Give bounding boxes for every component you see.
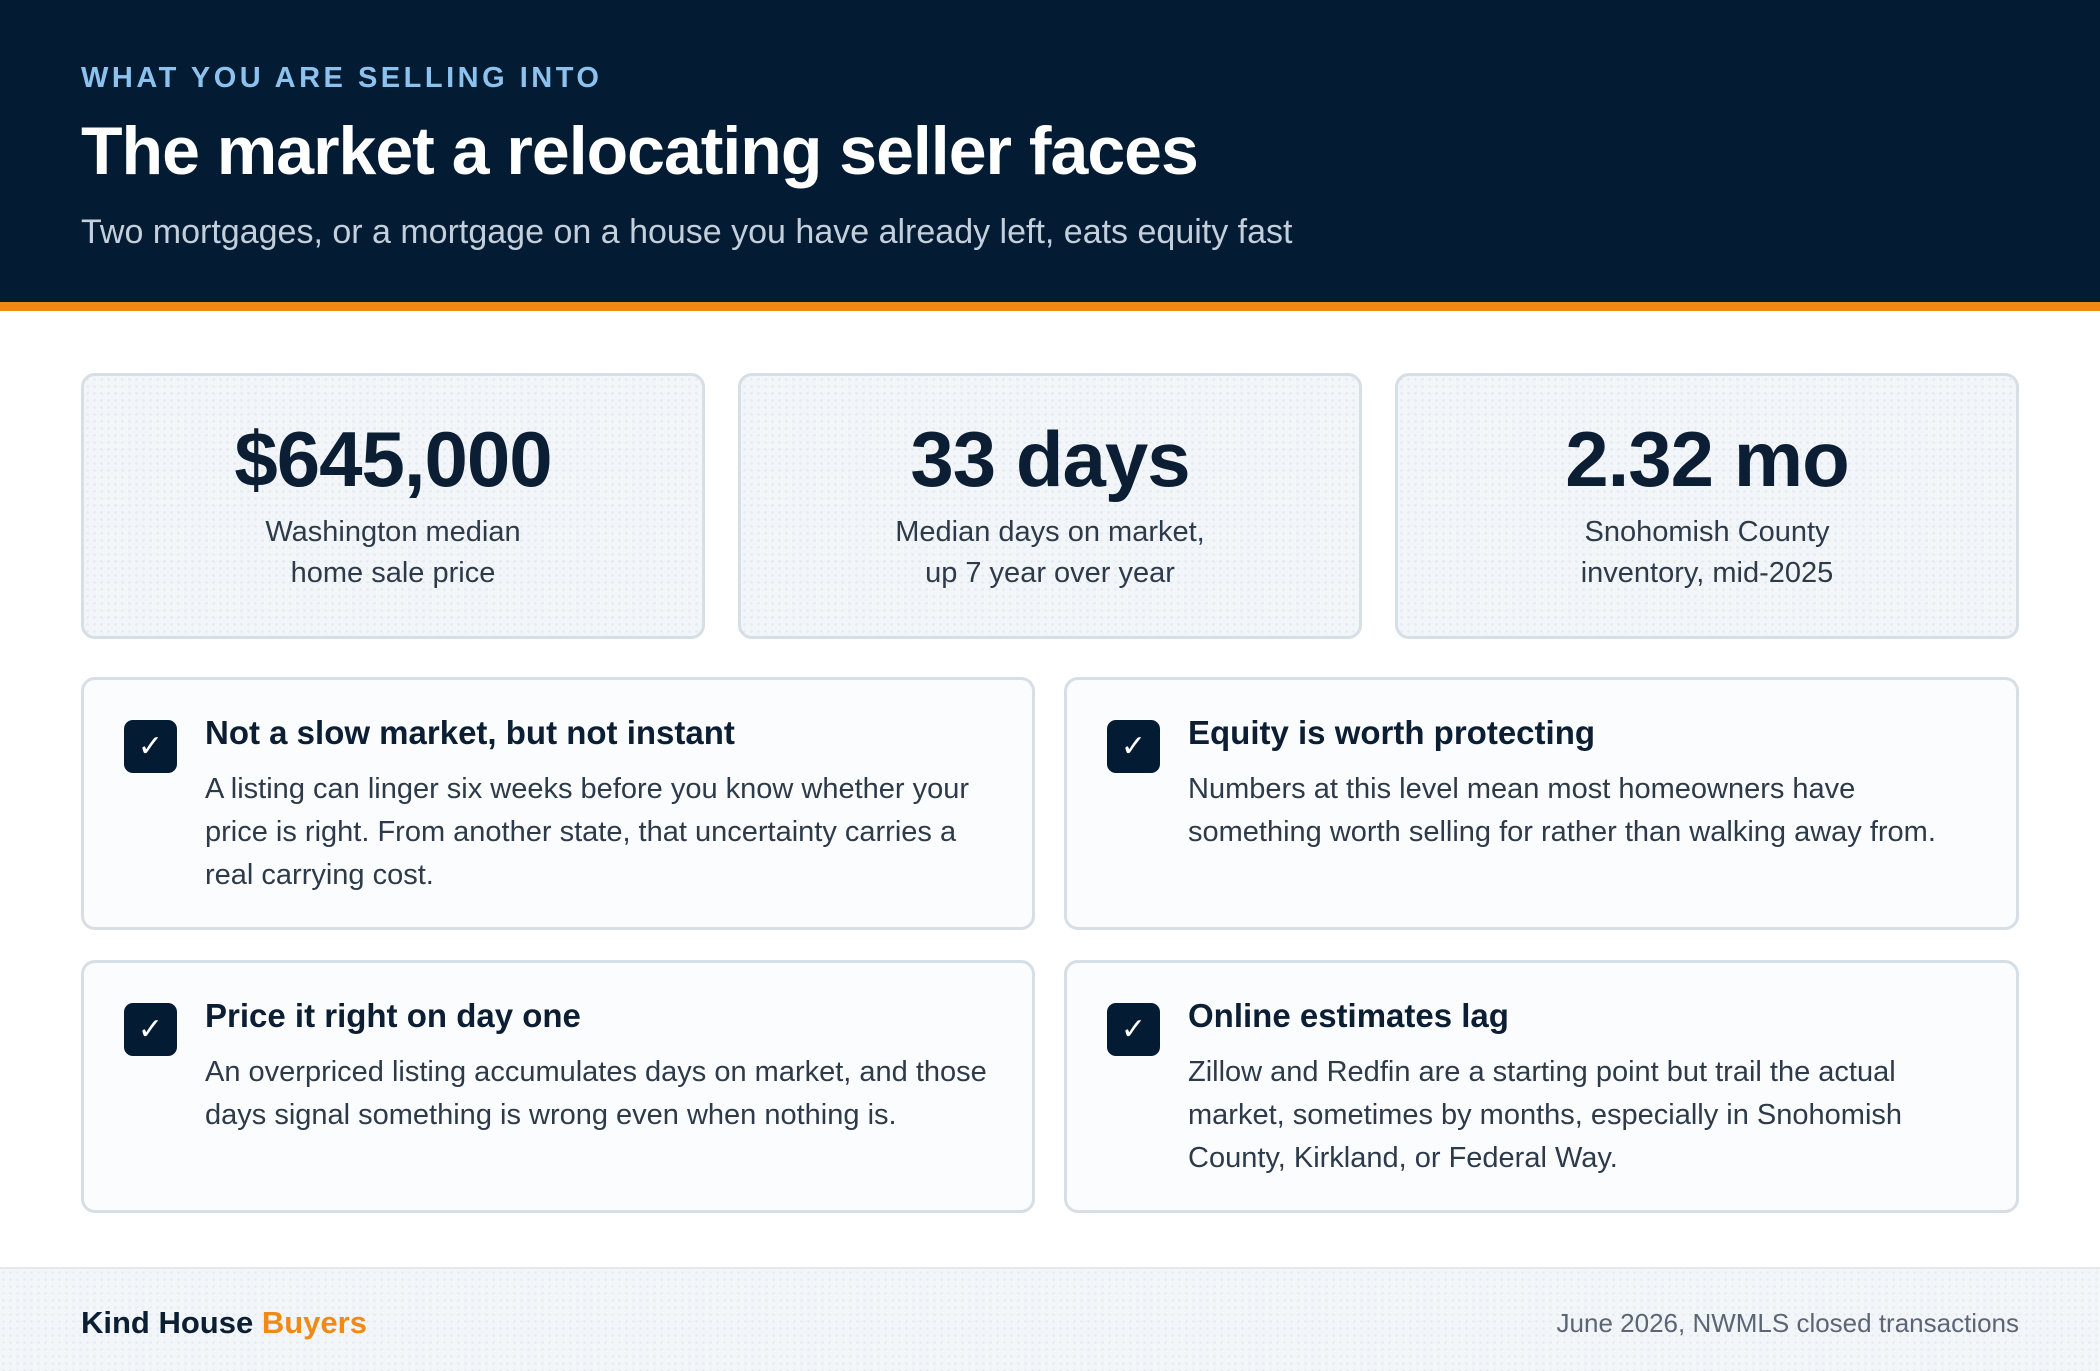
insight-card-online-estimates: ✓ Online estimates lag Zillow and Redfin… [1064, 960, 2019, 1213]
stat-days-on-market: 33 days Median days on market, up 7 year… [738, 373, 1362, 639]
stat-label: Snohomish County inventory, mid-2025 [1428, 512, 1986, 594]
header-banner: WHAT YOU ARE SELLING INTO The market a r… [0, 0, 2100, 302]
stat-label-line: Snohomish County [1584, 516, 1830, 548]
card-title: Online estimates lag [1188, 997, 1509, 1034]
card-body: A listing can linger six weeks before yo… [205, 773, 970, 891]
stat-label-line: up 7 year over year [925, 557, 1175, 589]
header-accent-rule [0, 302, 2100, 311]
insight-card-slow-market: ✓ Not a slow market, but not instant A l… [81, 677, 1035, 930]
page-title: The market a relocating seller faces [81, 113, 1199, 189]
page-subtitle: Two mortgages, or a mortgage on a house … [81, 213, 1293, 251]
insight-card-equity: ✓ Equity is worth protecting Numbers at … [1064, 677, 2019, 930]
source-note: June 2026, NWMLS closed transactions [1556, 1308, 2019, 1338]
stat-label: Median days on market, up 7 year over ye… [771, 512, 1329, 594]
stat-label-line: Median days on market, [895, 516, 1205, 548]
card-body: Zillow and Redfin are a starting point b… [1188, 1056, 1903, 1174]
brand-name-primary: Kind House [81, 1305, 254, 1340]
card-title: Equity is worth protecting [1188, 714, 1596, 751]
checkmark-icon: ✓ [1107, 1003, 1160, 1056]
stat-label-line: Washington median [265, 516, 521, 548]
brand-logo: Kind House Buyers [81, 1305, 367, 1341]
stat-value: $645,000 [234, 415, 552, 503]
checkmark-icon: ✓ [124, 1003, 177, 1056]
stat-inventory: 2.32 mo Snohomish County inventory, mid-… [1395, 373, 2019, 639]
checkmark-icon: ✓ [1107, 720, 1160, 773]
card-title: Not a slow market, but not instant [205, 714, 735, 751]
stat-value: 33 days [910, 415, 1190, 503]
stat-label-line: home sale price [290, 557, 496, 589]
card-body: An overpriced listing accumulates days o… [205, 1056, 987, 1131]
insight-card-pricing: ✓ Price it right on day one An overprice… [81, 960, 1035, 1213]
eyebrow-label: WHAT YOU ARE SELLING INTO [81, 62, 603, 94]
stat-value: 2.32 mo [1565, 415, 1849, 503]
card-title: Price it right on day one [205, 997, 581, 1034]
brand-name-accent: Buyers [261, 1305, 367, 1340]
stat-median-price: $645,000 Washington median home sale pri… [81, 373, 705, 639]
stat-label-line: inventory, mid-2025 [1580, 557, 1834, 589]
stat-label: Washington median home sale price [114, 512, 672, 594]
checkmark-icon: ✓ [124, 720, 177, 773]
card-body: Numbers at this level mean most homeowne… [1188, 773, 1936, 848]
footer: Kind House Buyers June 2026, NWMLS close… [0, 1267, 2100, 1371]
